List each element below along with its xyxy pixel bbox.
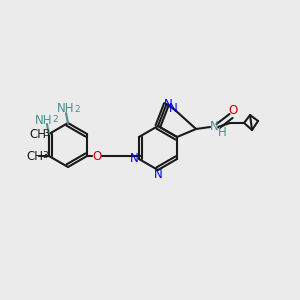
Text: CH: CH <box>26 149 44 163</box>
Text: 3: 3 <box>42 152 48 160</box>
Text: NH: NH <box>35 113 53 127</box>
Text: NH: NH <box>57 103 75 116</box>
Text: O: O <box>228 104 238 118</box>
Text: O: O <box>92 149 102 163</box>
Text: CH: CH <box>29 128 46 140</box>
Text: N: N <box>164 98 173 112</box>
Text: N: N <box>154 169 162 182</box>
Text: N: N <box>169 101 177 115</box>
Text: N: N <box>130 152 138 166</box>
Text: N: N <box>210 121 218 134</box>
Text: 3: 3 <box>43 130 49 139</box>
Text: 2: 2 <box>74 104 80 113</box>
Text: 2: 2 <box>52 116 58 124</box>
Text: H: H <box>218 127 226 140</box>
